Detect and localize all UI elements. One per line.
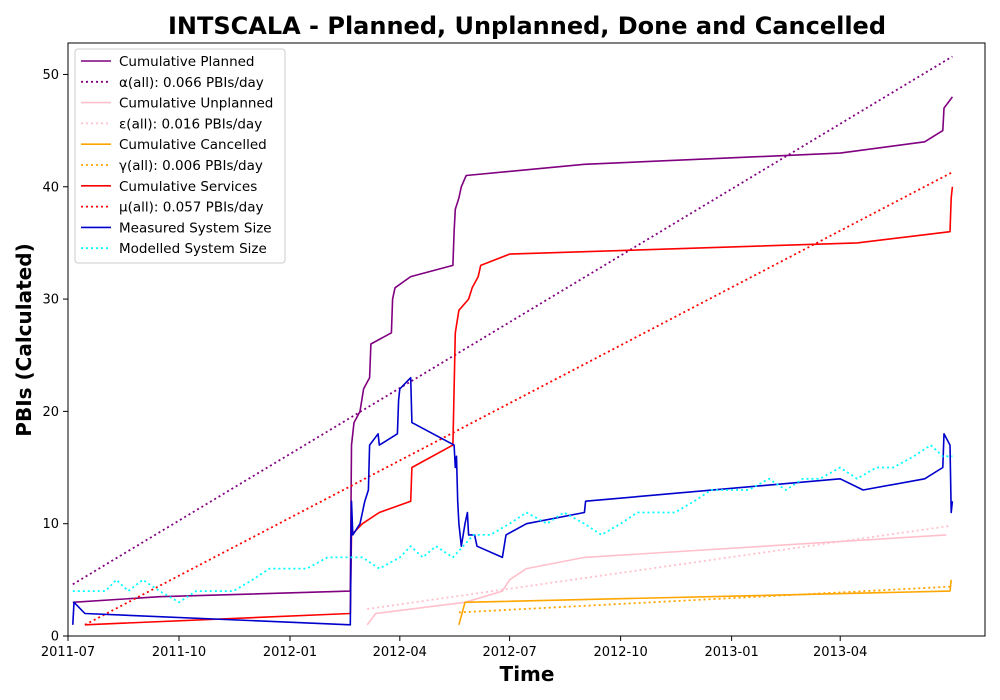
x-tick-label-2012-07: 2012-07	[482, 645, 536, 660]
plot-frame	[67, 42, 986, 637]
y-tick-label-50: 50	[42, 68, 59, 83]
legend-label-all-0-066-pbis-day: α(all): 0.066 PBIs/day	[119, 75, 264, 91]
legend-label-measured-system-size: Measured System Size	[119, 220, 272, 236]
y-tick-label-20: 20	[42, 405, 59, 420]
legend-label-all-0-006-pbis-day: γ(all): 0.006 PBIs/day	[119, 158, 263, 174]
legend-label-cumulative-planned: Cumulative Planned	[119, 54, 255, 70]
legend-label-all-0-016-pbis-day: ε(all): 0.016 PBIs/day	[119, 116, 262, 132]
series-line-all-0-006-pbis-day	[458, 585, 952, 614]
legend-label-cumulative-services: Cumulative Services	[119, 179, 257, 195]
y-tick-label-10: 10	[42, 517, 59, 532]
series-line-cumulative-planned	[72, 96, 954, 604]
x-tick-label-2012-01: 2012-01	[263, 645, 317, 660]
series-line-measured-system-size	[72, 376, 954, 626]
series-line-all-0-057-pbis-day	[84, 171, 953, 626]
x-axis-label: Time	[500, 662, 555, 686]
chart-title: INTSCALA - Planned, Unplanned, Done and …	[168, 12, 886, 40]
series-line-cumulative-cancelled	[458, 579, 952, 626]
legend-label-all-0-057-pbis-day: μ(all): 0.057 PBIs/day	[119, 200, 263, 216]
series-layer	[72, 55, 954, 626]
legend-box	[74, 48, 286, 264]
series-line-cumulative-services	[84, 186, 954, 626]
axes-layer: 2011-07 2011-10 2012-01 2012-04 2012-07 2012-…	[41, 68, 868, 660]
series-line-modelled-system-size	[72, 444, 953, 604]
x-tick-label-2013-01: 2013-01	[704, 645, 758, 660]
series-line-cumulative-unplanned	[366, 534, 947, 626]
y-tick-label-30: 30	[42, 293, 59, 308]
series-line-all-0-016-pbis-day	[367, 525, 951, 610]
legend-label-cumulative-unplanned: Cumulative Unplanned	[119, 96, 273, 112]
y-axis-label: PBIs (Calculated)	[12, 243, 36, 436]
x-tick-label-2011-07: 2011-07	[41, 645, 95, 660]
x-tick-label-2013-04: 2013-04	[813, 645, 867, 660]
x-tick-label-2011-10: 2011-10	[152, 645, 206, 660]
series-line-all-0-066-pbis-day	[72, 55, 953, 586]
legend-label-modelled-system-size: Modelled System Size	[119, 241, 267, 257]
x-tick-label-2012-04: 2012-04	[373, 645, 427, 660]
legend: Cumulative Planned α(all): 0.066 PBIs/day…	[74, 48, 286, 264]
y-tick-label-0: 0	[51, 630, 59, 645]
y-tick-label-40: 40	[42, 180, 59, 195]
legend-label-cumulative-cancelled: Cumulative Cancelled	[119, 137, 267, 153]
x-tick-label-2012-10: 2012-10	[593, 645, 647, 660]
